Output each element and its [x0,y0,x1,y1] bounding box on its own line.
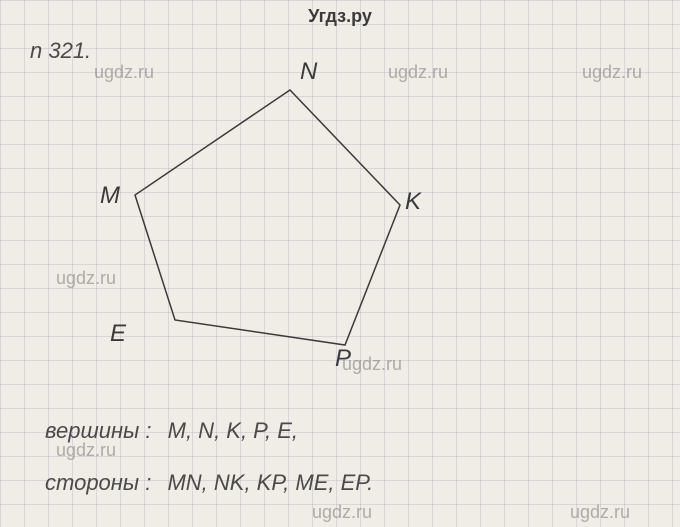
pentagon-diagram [80,60,440,370]
vertex-M: M [100,182,120,210]
vertex-P: P [335,345,351,373]
vertices-label: вершины : [45,418,152,443]
sides-answer: стороны : MN, NK, KP, ME, EP. [45,470,373,496]
pentagon-shape [135,90,400,345]
vertices-answer: вершины : M, N, K, P, E, [45,418,298,444]
sides-list: MN, NK, KP, ME, EP. [167,470,373,495]
sides-label: стороны : [45,470,151,495]
watermark-7: ugdz.ru [312,502,372,523]
watermark-8: ugdz.ru [570,502,630,523]
vertices-list: M, N, K, P, E, [168,418,298,443]
vertex-E: E [110,320,126,348]
vertex-N: N [300,58,317,86]
vertex-K: K [405,188,421,216]
watermark-3: ugdz.ru [582,62,642,83]
site-title: Угдз.ру [308,6,372,27]
